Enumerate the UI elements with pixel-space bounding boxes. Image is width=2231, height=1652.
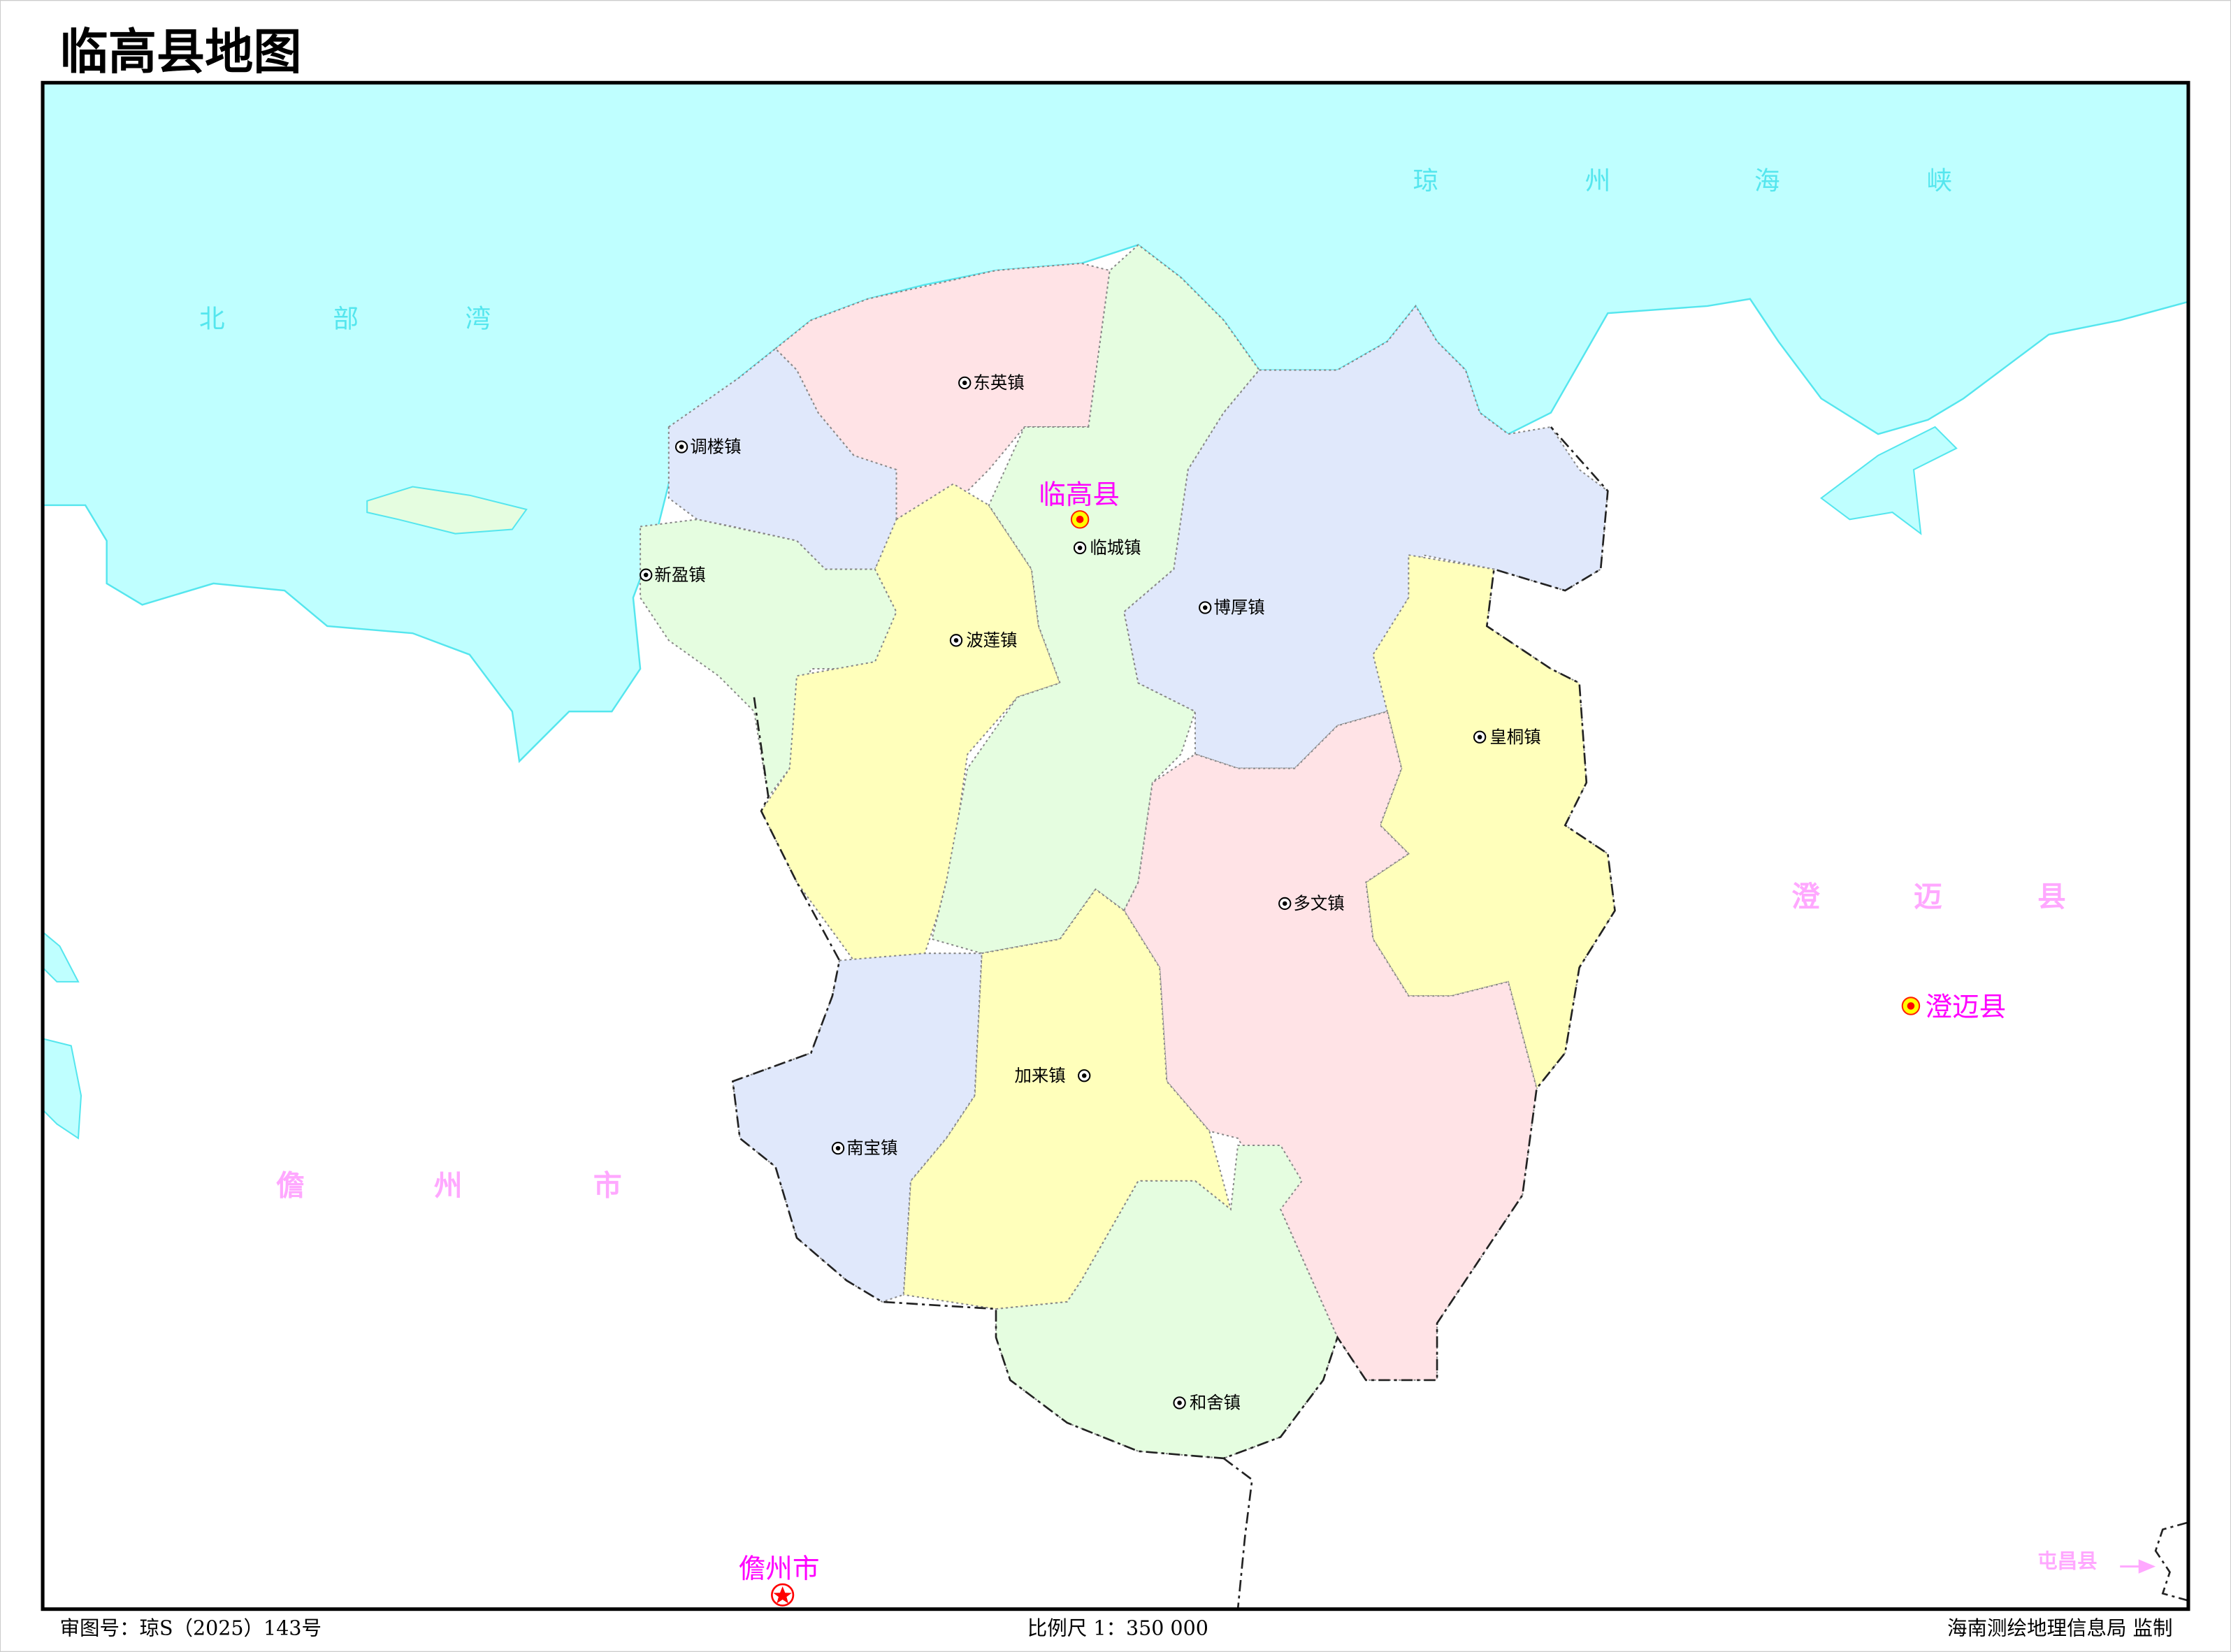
town-label: 多文镇: [1293, 893, 1344, 913]
strait-char: 州: [1585, 166, 1611, 196]
town-lincheng[interactable]: 临城镇: [1073, 537, 1141, 558]
city-star-icon[interactable]: [771, 1583, 795, 1607]
town-label: 临城镇: [1090, 537, 1141, 558]
bay-inlet: [1820, 426, 1958, 535]
town-label: 调楼镇: [690, 437, 741, 457]
map-scale: 比例尺 1：350 000: [1027, 1616, 1208, 1639]
region-diaolou[interactable]: [667, 347, 897, 570]
danzhou-boundary: [1222, 1457, 1253, 1609]
strait-char: 峡: [1926, 166, 1952, 196]
gulf-char: 北: [199, 303, 225, 333]
town-heshe[interactable]: 和舍镇: [1173, 1393, 1241, 1413]
town-bolian[interactable]: 波莲镇: [949, 630, 1018, 650]
tunchang-direction: 屯昌县: [2037, 1550, 2156, 1574]
town-label: 博厚镇: [1213, 597, 1264, 618]
town-label: 和舍镇: [1190, 1393, 1241, 1413]
town-diaolou[interactable]: 调楼镇: [674, 437, 742, 457]
danzhou-region-label: 儋 州 市: [276, 1168, 622, 1202]
tunchang-boundary: [2154, 1521, 2189, 1602]
map-frame-content: [41, 82, 2190, 1609]
gulf-char: 部: [333, 303, 359, 333]
chengmai-char: 迈: [1914, 880, 1942, 913]
region-bohou[interactable]: [1123, 305, 1609, 769]
town-huangtong[interactable]: 皇桐镇: [1473, 727, 1541, 747]
chengmai-region-label: 澄 迈 县: [1791, 880, 2066, 913]
county-seat-icon[interactable]: [1070, 510, 1090, 529]
danzhou-char: 儋: [276, 1168, 305, 1202]
town-label: 南宝镇: [846, 1138, 897, 1158]
chengmai-char: 县: [2037, 880, 2066, 913]
strait-char: 海: [1754, 166, 1780, 196]
town-nanbao[interactable]: 南宝镇: [831, 1138, 898, 1158]
region-dongying[interactable]: [774, 262, 1111, 521]
gulf-char: 湾: [465, 303, 491, 333]
approval-number: 审图号：琼S（2025）143号: [60, 1616, 322, 1639]
town-label: 皇桐镇: [1489, 727, 1540, 747]
region-duowen[interactable]: [1123, 710, 1538, 1381]
town-markers: 东英镇 调楼镇 临城镇 新盈镇 博厚镇 波莲镇 皇桐镇 多文镇 加来镇 南宝镇 …: [640, 372, 1541, 1413]
danzhou-char: 州: [434, 1168, 463, 1202]
beibu-gulf-label: 北 部 湾: [199, 303, 491, 333]
town-label: 新盈镇: [654, 565, 705, 585]
county-seat-icon[interactable]: [1901, 997, 1921, 1015]
danzhou-char: 市: [593, 1168, 622, 1202]
map-title: 临高县地图: [60, 24, 302, 80]
chengmai-seat-label: 澄迈县: [1925, 992, 2006, 1023]
town-dongying[interactable]: 东英镇: [958, 372, 1025, 393]
island: [366, 486, 528, 535]
town-bohou[interactable]: 博厚镇: [1199, 597, 1265, 618]
chengmai-char: 澄: [1791, 880, 1821, 913]
tunchang-label: 屯昌县: [2037, 1550, 2098, 1573]
county-boundary: [731, 426, 1616, 1460]
town-label: 波莲镇: [966, 630, 1017, 650]
map-frame: [41, 80, 2190, 1611]
town-duowen[interactable]: 多文镇: [1278, 893, 1345, 913]
danzhou-seat-label: 儋州市: [739, 1553, 820, 1585]
arrow-right-icon: [2120, 1559, 2156, 1574]
town-xinying[interactable]: 新盈镇: [640, 565, 706, 585]
region-bolian[interactable]: [760, 483, 1061, 962]
town-label: 加来镇: [1014, 1065, 1065, 1085]
publisher: 海南测绘地理信息局 监制: [1947, 1616, 2173, 1639]
town-jialai[interactable]: 加来镇: [1014, 1065, 1091, 1085]
strait-char: 琼: [1413, 166, 1438, 196]
town-label: 东英镇: [973, 372, 1024, 393]
county-seat-label: 临高县: [1039, 479, 1120, 511]
qiongzhou-strait-label: 琼 州 海 峡: [1413, 166, 1952, 196]
